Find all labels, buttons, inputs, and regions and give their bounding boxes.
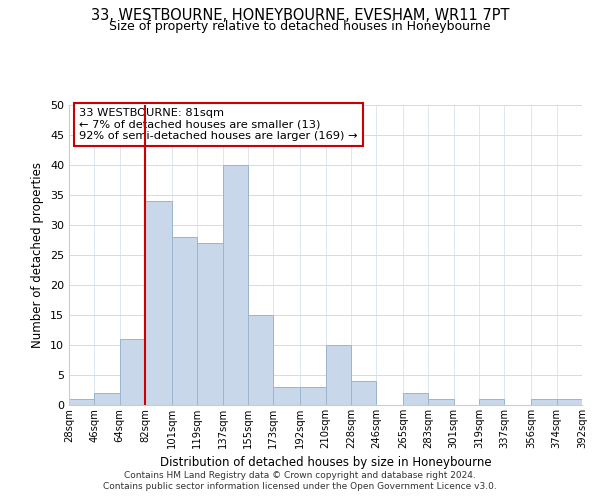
Text: 33, WESTBOURNE, HONEYBOURNE, EVESHAM, WR11 7PT: 33, WESTBOURNE, HONEYBOURNE, EVESHAM, WR…: [91, 8, 509, 22]
Bar: [145, 201, 172, 405]
Bar: [248, 315, 274, 405]
Bar: [94, 393, 120, 405]
Bar: [172, 237, 197, 405]
X-axis label: Distribution of detached houses by size in Honeybourne: Distribution of detached houses by size …: [160, 456, 491, 469]
Bar: [300, 387, 325, 405]
Text: Contains HM Land Registry data © Crown copyright and database right 2024.: Contains HM Land Registry data © Crown c…: [124, 471, 476, 480]
Bar: [326, 345, 351, 405]
Bar: [479, 399, 505, 405]
Y-axis label: Number of detached properties: Number of detached properties: [31, 162, 44, 348]
Bar: [69, 399, 94, 405]
Bar: [223, 165, 248, 405]
Text: Contains public sector information licensed under the Open Government Licence v3: Contains public sector information licen…: [103, 482, 497, 491]
Bar: [274, 387, 300, 405]
Bar: [531, 399, 557, 405]
Bar: [557, 399, 582, 405]
Text: Size of property relative to detached houses in Honeybourne: Size of property relative to detached ho…: [109, 20, 491, 33]
Bar: [120, 339, 145, 405]
Bar: [403, 393, 428, 405]
Bar: [197, 243, 223, 405]
Text: 33 WESTBOURNE: 81sqm
← 7% of detached houses are smaller (13)
92% of semi-detach: 33 WESTBOURNE: 81sqm ← 7% of detached ho…: [79, 108, 358, 141]
Bar: [351, 381, 376, 405]
Bar: [428, 399, 454, 405]
